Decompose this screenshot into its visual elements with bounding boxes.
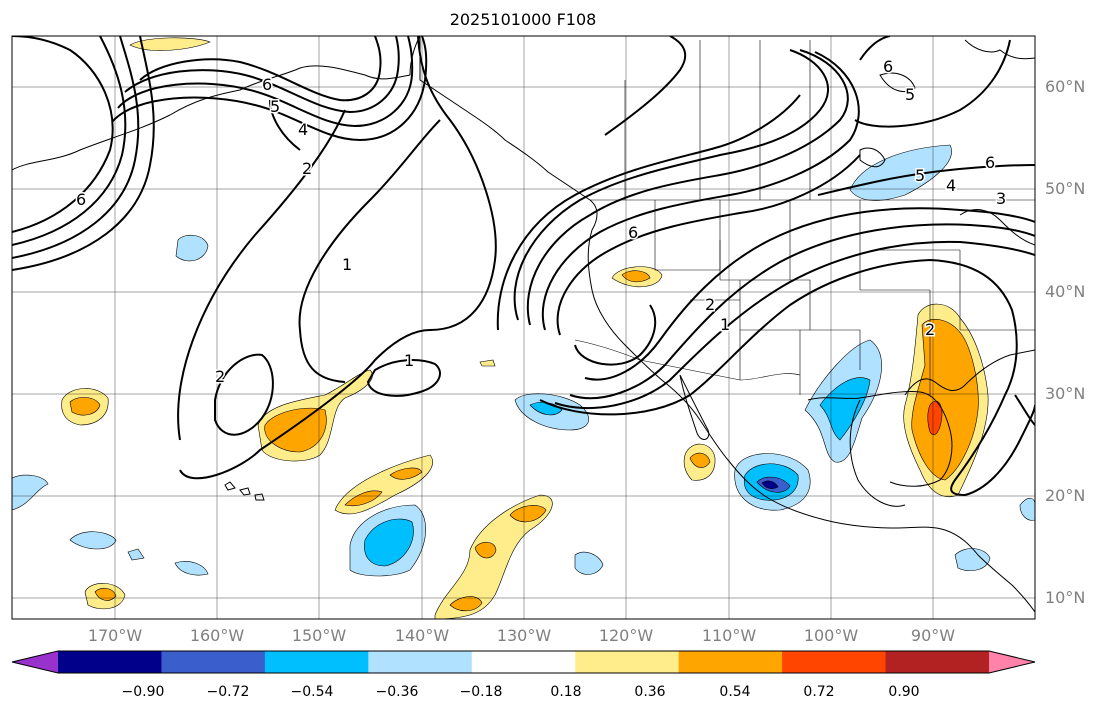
contour-label: 1 [720, 315, 730, 334]
lon-label: 110°W [701, 626, 757, 645]
lon-label: 130°W [496, 626, 552, 645]
colorbar-extend-min [12, 651, 58, 673]
contour-label: 4 [298, 120, 308, 139]
positive-anomaly-area [911, 318, 979, 481]
colorbar-label: 0.90 [888, 684, 920, 700]
contour-label: 6 [262, 75, 272, 94]
negative-anomaly-area [69, 531, 117, 550]
colorbar-segment [58, 651, 162, 673]
contour-label: 1 [404, 351, 414, 370]
positive-anomaly-area [264, 407, 327, 453]
lon-label: 170°W [87, 626, 143, 645]
positive-anomaly-area [621, 270, 651, 283]
coastlines [12, 36, 1035, 613]
lat-label: 30°N [1045, 384, 1086, 403]
lon-label: 120°W [598, 626, 654, 645]
positive-anomaly-area [69, 397, 101, 416]
negative-anomaly-area [364, 518, 414, 567]
positive-anomaly-area [509, 505, 547, 523]
map-frame [11, 35, 1036, 620]
colorbar-segment [782, 651, 887, 673]
contour-label: 2 [302, 159, 312, 178]
positive-anomaly-area [344, 490, 383, 507]
shading-layer [12, 37, 1035, 619]
contour-label: 5 [915, 166, 925, 185]
lon-label: 100°W [803, 626, 859, 645]
contour-label: 6 [76, 190, 86, 209]
contour-label: 6 [985, 153, 995, 172]
negative-anomaly-area [954, 548, 991, 571]
colorbar-segment [471, 651, 576, 673]
lat-label: 60°N [1045, 77, 1086, 96]
negative-anomaly-area [574, 551, 604, 575]
colorbar [11, 650, 1036, 674]
negative-anomaly-area [819, 377, 871, 441]
political-borders [574, 40, 1035, 395]
contour-lines [12, 36, 1035, 497]
colorbar-extend-max [989, 651, 1035, 673]
negative-anomaly-area [761, 480, 779, 489]
positive-anomaly-area [449, 596, 483, 612]
positive-anomaly-area [94, 587, 117, 601]
colorbar-label: −0.36 [375, 684, 419, 700]
positive-anomaly-area [479, 359, 496, 367]
positive-anomaly-area [474, 541, 497, 559]
colorbar-label: −0.90 [121, 684, 165, 700]
colorbar-label: −0.18 [459, 684, 503, 700]
positive-anomaly-area [927, 400, 943, 436]
colorbar-segment [575, 651, 680, 673]
colorbar-label: −0.54 [290, 684, 334, 700]
colorbar-segment [678, 651, 783, 673]
colorbar-outline [11, 650, 1036, 674]
lat-label: 40°N [1045, 282, 1086, 301]
colorbar-label: 0.36 [634, 684, 666, 700]
positive-anomaly-area [389, 467, 423, 480]
contour-label: 2 [925, 320, 935, 339]
contour-label: 6 [883, 57, 893, 76]
colorbar-label: 0.18 [550, 684, 582, 700]
positive-anomaly-area [689, 452, 711, 468]
colorbar-label: 0.54 [719, 684, 751, 700]
negative-anomaly-area [127, 548, 145, 561]
negative-anomaly-area [175, 234, 209, 262]
contour-label: 2 [705, 295, 715, 314]
colorbar-segment [264, 651, 369, 673]
negative-anomaly-area [174, 561, 209, 576]
colorbar-segment [368, 651, 473, 673]
lon-label: 150°W [291, 626, 347, 645]
map-title: 2025101000 F108 [449, 10, 597, 29]
contour-label: 4 [946, 176, 956, 195]
contour-label: 6 [628, 223, 638, 242]
negative-anomaly-area [12, 474, 49, 511]
lat-label: 50°N [1045, 179, 1086, 198]
colorbar-label: −0.72 [206, 684, 250, 700]
lat-label: 10°N [1045, 588, 1086, 607]
lon-label: 160°W [189, 626, 245, 645]
contour-label: 1 [342, 255, 352, 274]
contour-label: 3 [996, 189, 1006, 208]
negative-anomaly-area [849, 144, 952, 201]
colorbar-label: 0.72 [803, 684, 835, 700]
contour-label-group: 6 5 4 2 1 1 2 6 2 1 6 5 4 3 6 5 6 2 [75, 56, 1008, 388]
contour-label: 2 [215, 367, 225, 386]
contour-label: 5 [270, 97, 280, 116]
contour-label: 5 [905, 85, 915, 104]
positive-anomaly-area [434, 494, 553, 619]
lat-label: 20°N [1045, 486, 1086, 505]
positive-anomaly-area [129, 37, 211, 51]
lon-label: 90°W [910, 626, 956, 645]
lon-label: 140°W [394, 626, 450, 645]
negative-anomaly-area [1019, 497, 1035, 521]
colorbar-segment [885, 651, 990, 673]
colorbar-segment [161, 651, 266, 673]
graticule [12, 36, 1035, 619]
